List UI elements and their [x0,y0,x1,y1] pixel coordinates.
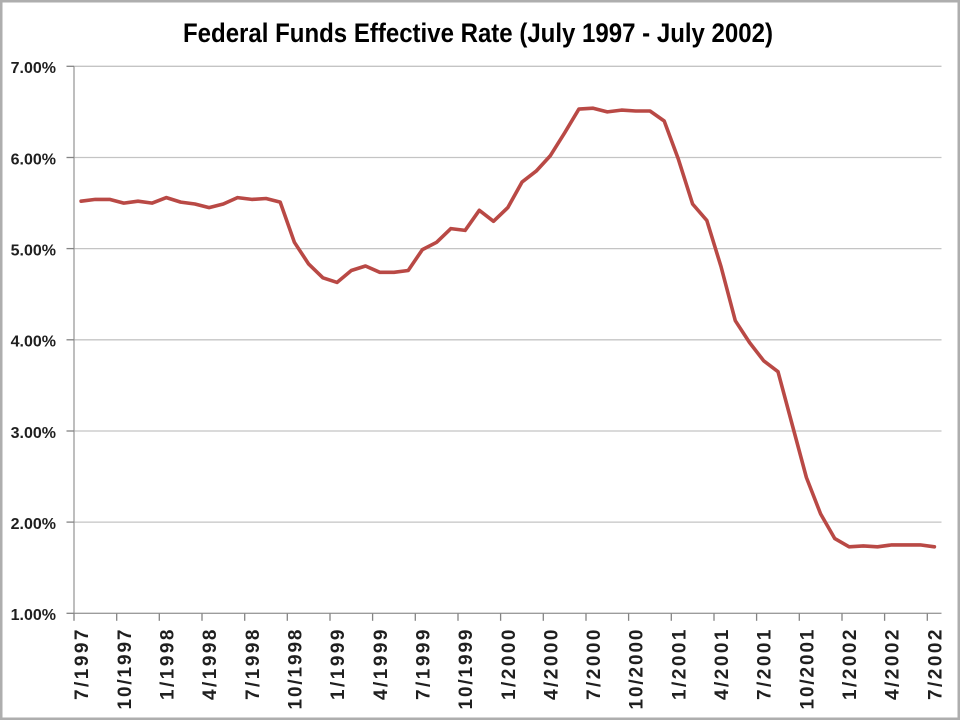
svg-text:4/2002: 4/2002 [883,630,904,701]
svg-text:10/1999: 10/1999 [456,630,477,710]
svg-text:4/2001: 4/2001 [712,629,733,700]
svg-text:Federal Funds Effective Rate (: Federal Funds Effective Rate (July 1997 … [183,18,773,48]
svg-text:7/1999: 7/1999 [413,630,434,701]
svg-text:1/2000: 1/2000 [499,630,520,701]
svg-text:7/1998: 7/1998 [243,630,264,701]
svg-text:3.00%: 3.00% [11,425,56,442]
svg-text:4/1999: 4/1999 [371,630,392,701]
svg-text:4/2000: 4/2000 [541,630,562,701]
svg-text:4.00%: 4.00% [11,334,56,351]
svg-text:7/2002: 7/2002 [925,630,946,701]
svg-text:7/1997: 7/1997 [72,630,93,701]
svg-text:7/2001: 7/2001 [755,629,776,700]
svg-text:2.00%: 2.00% [11,516,56,533]
svg-text:10/2000: 10/2000 [627,630,648,710]
svg-text:1/2001: 1/2001 [669,629,690,700]
svg-text:10/2001: 10/2001 [797,629,818,709]
svg-text:1/2002: 1/2002 [840,630,861,701]
svg-text:10/1997: 10/1997 [115,630,136,710]
svg-text:4/1998: 4/1998 [200,630,221,701]
svg-text:1/1999: 1/1999 [328,630,349,701]
svg-text:7/2000: 7/2000 [584,630,605,701]
svg-text:10/1998: 10/1998 [285,630,306,710]
svg-text:7.00%: 7.00% [11,60,56,77]
svg-text:6.00%: 6.00% [11,151,56,168]
svg-text:1/1998: 1/1998 [157,630,178,701]
svg-text:5.00%: 5.00% [11,242,56,259]
svg-text:1.00%: 1.00% [11,607,56,624]
